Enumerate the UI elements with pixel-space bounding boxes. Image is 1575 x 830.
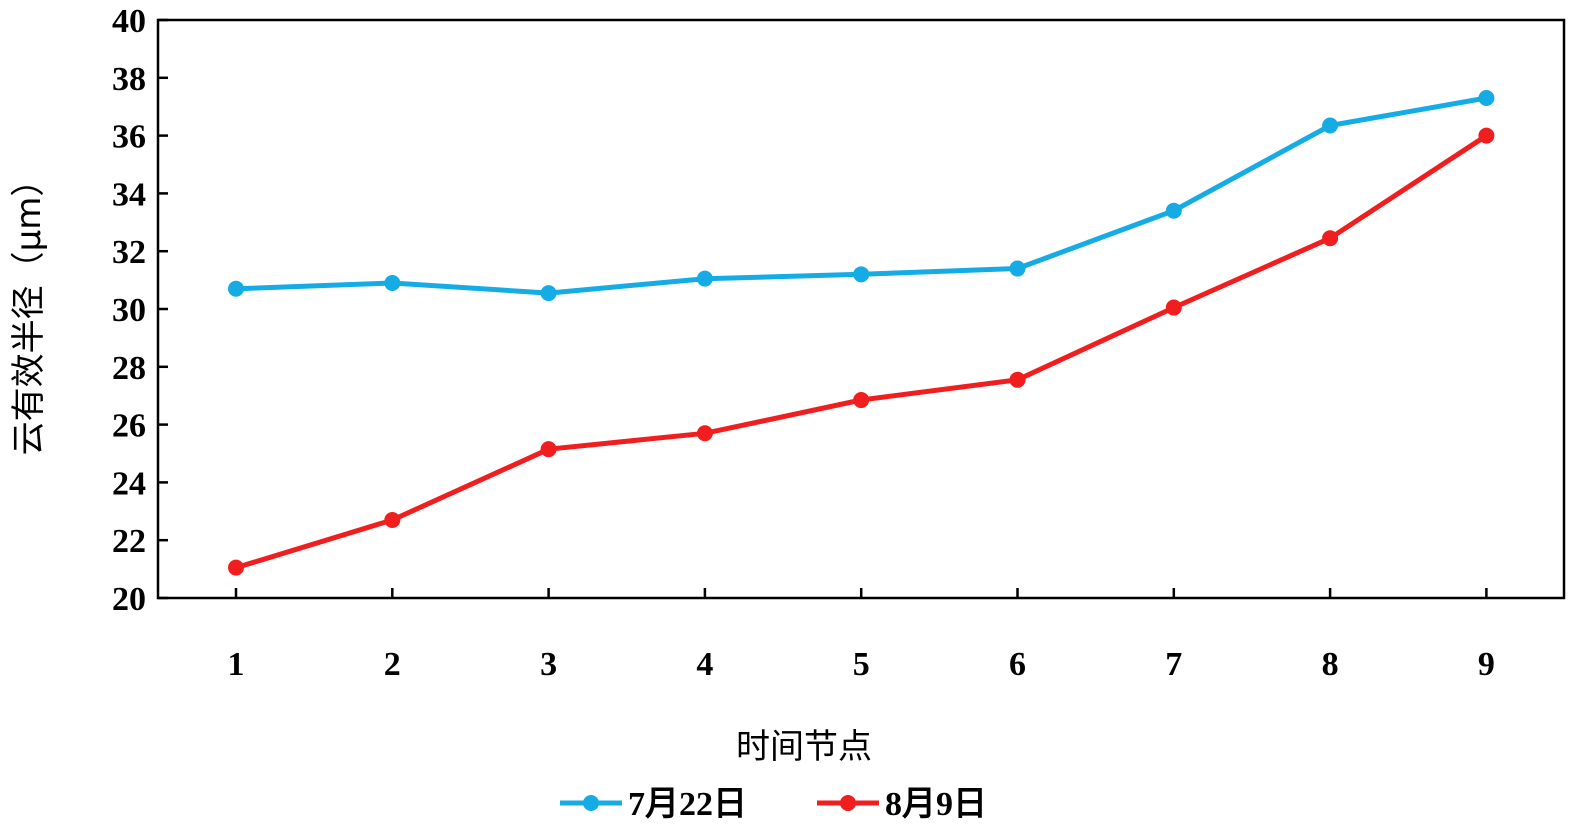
series-2-point [696,425,713,442]
series-1-point [1478,90,1495,107]
x-tick-label: 6 [1009,646,1026,683]
x-tick-label: 2 [384,646,401,683]
y-tick-label: 30 [112,292,146,329]
series-2-point [1478,127,1495,144]
y-tick-label: 34 [112,176,146,213]
y-tick-label: 32 [112,234,146,271]
series-1-point [384,274,401,291]
y-axis-ticks: 20 22 24 26 28 30 32 34 36 38 40 [112,3,168,618]
series-line-2 [233,133,1489,571]
series-2-point [228,559,244,576]
series-1-point [228,280,244,297]
series-line-1 [233,95,1489,296]
x-tick-label: 9 [1478,646,1495,683]
legend: 7月22日 8月9日 [560,786,987,823]
legend-label-series-1: 7月22日 [628,786,747,823]
series-1-point [1165,202,1182,219]
x-tick-label: 3 [540,646,557,683]
y-tick-label: 36 [112,119,146,156]
series-1-point [1322,117,1339,134]
x-tick-label: 7 [1165,646,1182,683]
series-2-point [384,511,401,528]
y-tick-label: 40 [112,3,146,40]
x-tick-label: 1 [228,646,245,683]
y-tick-label: 24 [112,465,146,502]
x-tick-label: 8 [1322,646,1339,683]
y-tick-label: 26 [112,408,146,445]
y-tick-label: 28 [112,350,146,387]
series-2-point [540,441,557,458]
x-axis-ticks: 1 2 3 4 5 6 7 8 9 [228,588,1495,683]
plot-area-frame [156,18,1566,600]
series-1-point [1009,260,1026,277]
series-2-point [1165,299,1182,316]
legend-marker-series-1 [583,795,599,811]
series-1-point [853,266,870,283]
series-layer [228,90,1495,576]
series-1-point [696,270,713,287]
series-2-point [1009,371,1026,388]
x-tick-label: 5 [853,646,870,683]
x-tick-label: 4 [696,646,713,683]
series-2-point [853,392,870,409]
y-tick-label: 20 [112,581,146,618]
x-axis-title: 时间节点 [736,727,872,767]
series-2-point [1322,230,1339,247]
y-axis-title: 云有效半径（μm） [9,163,49,456]
y-tick-label: 22 [112,523,146,560]
legend-marker-series-2 [840,795,856,811]
y-tick-label: 38 [112,61,146,98]
legend-label-series-2: 8月9日 [885,786,987,823]
series-1-point [540,285,557,302]
